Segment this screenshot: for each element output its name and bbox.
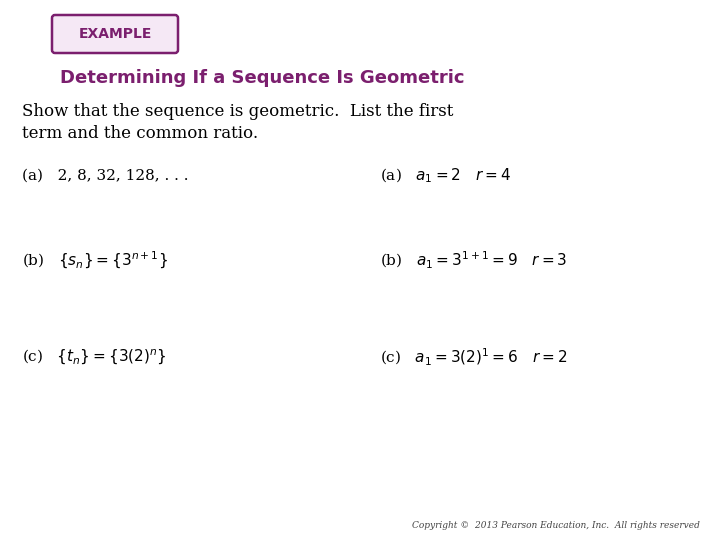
Text: (c)   $\{t_n\} = \left\{3(2)^n\right\}$: (c) $\{t_n\} = \left\{3(2)^n\right\}$ [22, 348, 166, 367]
Text: (a)   $a_1 = 2 \quad r = 4$: (a) $a_1 = 2 \quad r = 4$ [380, 167, 511, 185]
Text: Show that the sequence is geometric.  List the first: Show that the sequence is geometric. Lis… [22, 104, 454, 120]
Text: (b)   $\{s_n\} = \left\{3^{n+1}\right\}$: (b) $\{s_n\} = \left\{3^{n+1}\right\}$ [22, 249, 168, 271]
Text: EXAMPLE: EXAMPLE [78, 27, 152, 41]
FancyBboxPatch shape [52, 15, 178, 53]
Text: (a)   2, 8, 32, 128, . . .: (a) 2, 8, 32, 128, . . . [22, 169, 189, 183]
Text: (b)   $a_1 = 3^{1+1} = 9 \quad r = 3$: (b) $a_1 = 3^{1+1} = 9 \quad r = 3$ [380, 249, 567, 271]
Text: term and the common ratio.: term and the common ratio. [22, 125, 258, 143]
Text: Copyright ©  2013 Pearson Education, Inc.  All rights reserved: Copyright © 2013 Pearson Education, Inc.… [412, 522, 700, 530]
Text: (c)   $a_1 = 3(2)^1 = 6 \quad r = 2$: (c) $a_1 = 3(2)^1 = 6 \quad r = 2$ [380, 347, 567, 368]
Text: Determining If a Sequence Is Geometric: Determining If a Sequence Is Geometric [60, 69, 464, 87]
